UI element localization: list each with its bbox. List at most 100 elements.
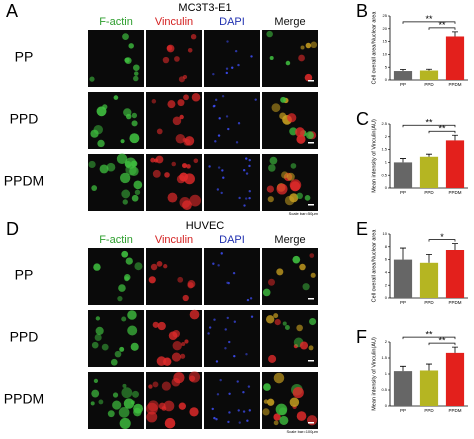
cell	[151, 99, 157, 104]
column-header: Vinculin	[155, 16, 193, 28]
row-label: PPD	[10, 329, 39, 345]
cell	[131, 112, 138, 119]
cell	[190, 33, 197, 40]
cell	[238, 421, 241, 424]
error-bar	[400, 247, 406, 260]
cell	[213, 416, 216, 420]
cell	[262, 408, 270, 416]
error-bar	[400, 158, 406, 163]
cell	[95, 316, 101, 321]
y-tick-label: 4	[385, 269, 388, 274]
cell	[125, 257, 133, 265]
bar	[393, 162, 413, 188]
x-tick-label: PP	[400, 300, 406, 305]
cell	[250, 315, 254, 318]
cell	[184, 136, 195, 146]
cell	[133, 407, 142, 417]
cell	[295, 127, 305, 138]
cell	[243, 204, 246, 207]
y-tick-label: 1.5	[381, 147, 387, 152]
y-tick-label: 2.5	[381, 121, 387, 126]
cell	[216, 188, 220, 191]
cell	[228, 411, 231, 414]
cell	[222, 176, 225, 179]
cell	[211, 407, 214, 411]
cell	[176, 174, 186, 184]
cell	[166, 45, 173, 51]
cell	[154, 158, 159, 163]
cell	[242, 410, 246, 413]
cell	[152, 169, 161, 178]
cell	[276, 183, 288, 195]
cell	[290, 163, 297, 169]
error-bar	[426, 68, 432, 71]
cell	[122, 199, 128, 205]
cell	[234, 49, 238, 53]
scale-bar-label: Scale bar=50μm	[289, 211, 319, 216]
bar	[393, 371, 413, 406]
y-tick-label: 2	[385, 282, 388, 287]
cell	[208, 165, 211, 168]
significance-label: **	[438, 20, 446, 30]
cell	[107, 410, 115, 418]
cell	[189, 375, 196, 382]
cell	[304, 73, 313, 82]
y-tick-label: 20	[383, 26, 388, 31]
cell	[175, 133, 186, 144]
cell	[225, 67, 229, 70]
cell	[212, 105, 216, 108]
cell	[184, 339, 189, 344]
y-axis-label: Cell overall area/Nuclear area	[371, 11, 377, 85]
cell	[263, 383, 271, 391]
cell	[129, 133, 140, 144]
cell	[168, 331, 178, 340]
significance-bracket	[428, 239, 456, 242]
y-tick-label: 10	[383, 231, 388, 236]
cell	[246, 419, 249, 422]
cell	[99, 164, 109, 174]
cell	[98, 399, 104, 405]
micrograph	[204, 310, 260, 367]
cell	[124, 57, 132, 64]
cell	[152, 321, 159, 328]
cell	[269, 55, 274, 60]
cell	[248, 158, 251, 162]
cell	[271, 103, 281, 113]
cell	[150, 263, 158, 271]
panel-letter: A	[6, 1, 18, 21]
cell	[150, 157, 156, 163]
micrograph	[262, 248, 318, 305]
cell	[233, 320, 237, 323]
cell	[217, 264, 220, 267]
cell	[212, 72, 215, 76]
cell	[248, 409, 251, 412]
cell	[254, 98, 257, 101]
cell	[247, 385, 251, 388]
y-tick-label: 0.5	[381, 172, 387, 177]
cell	[292, 255, 301, 264]
error-bar	[400, 69, 406, 72]
row-label: PPD	[10, 111, 39, 127]
cell	[213, 318, 216, 321]
significance-bracket	[402, 336, 456, 340]
cell	[134, 262, 143, 271]
cell	[94, 333, 102, 341]
cell	[121, 387, 133, 399]
cell	[238, 196, 241, 200]
cell	[306, 131, 314, 140]
cell	[308, 345, 314, 351]
cell	[268, 354, 277, 363]
cell	[207, 332, 210, 335]
cell	[214, 140, 217, 143]
cell	[275, 403, 288, 416]
cell	[133, 64, 140, 72]
cell	[189, 407, 199, 417]
significance-label: **	[425, 118, 433, 128]
cell	[226, 316, 229, 320]
cell	[226, 281, 229, 284]
cell	[183, 94, 189, 101]
error-bar	[452, 134, 458, 141]
cell	[101, 343, 109, 351]
cell	[118, 284, 126, 292]
cell	[302, 283, 310, 291]
